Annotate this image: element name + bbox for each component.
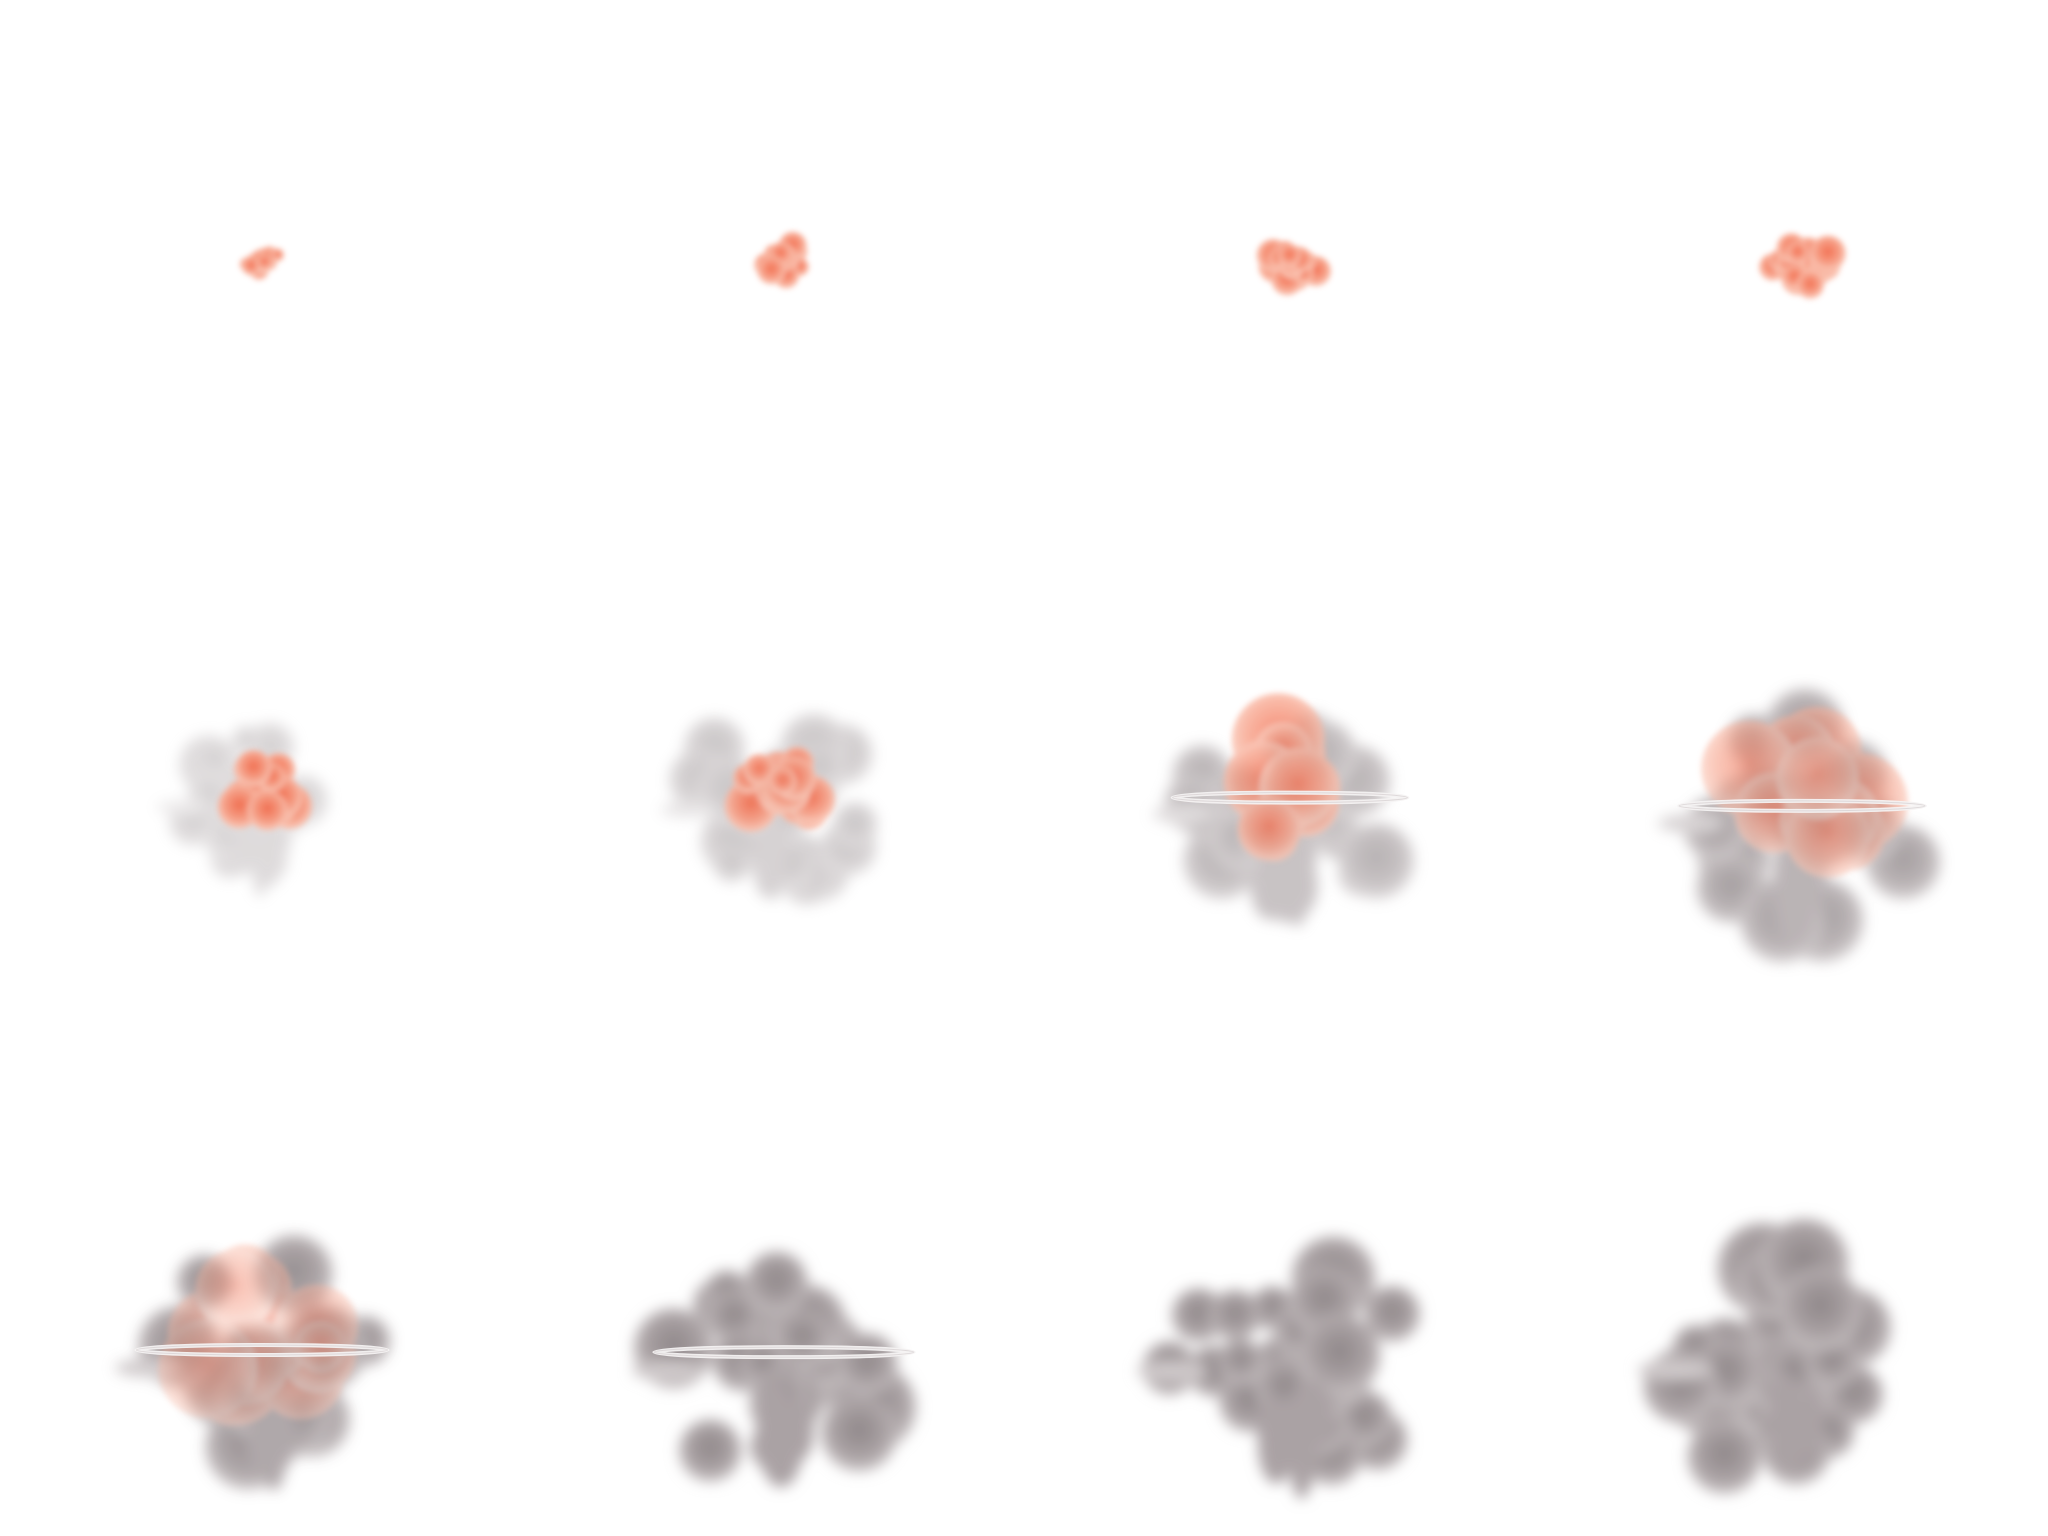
smoke-plume — [1638, 1218, 1892, 1494]
frame-6-canvas — [660, 713, 878, 906]
fireball — [1759, 233, 1846, 299]
smoke-plume — [1136, 1236, 1421, 1499]
frame-12 — [1536, 1024, 2048, 1536]
shockwave-ring-edge — [135, 1344, 389, 1356]
frame-1 — [0, 10, 512, 522]
fireball — [754, 231, 809, 289]
frame-12-canvas — [1638, 1218, 1892, 1494]
frame-7 — [1024, 520, 1536, 1032]
frame-8-canvas — [1658, 689, 1941, 963]
frame-2-canvas — [754, 231, 809, 289]
frame-3-canvas — [1256, 239, 1331, 296]
fireball — [1256, 239, 1331, 296]
fireball — [724, 746, 835, 832]
frame-2 — [512, 10, 1024, 522]
fireball — [239, 246, 284, 280]
frame-8 — [1536, 520, 2048, 1032]
frame-5-canvas — [156, 722, 329, 897]
fireball — [1701, 706, 1908, 878]
frame-10 — [512, 1024, 1024, 1536]
shockwave-ring-edge — [1172, 792, 1408, 804]
frame-10-canvas — [632, 1251, 917, 1488]
shockwave-ring-edge — [653, 1346, 915, 1358]
smoke-plume — [632, 1251, 917, 1488]
frame-3 — [1024, 10, 1536, 522]
frame-4 — [1536, 10, 2048, 522]
frame-9-canvas — [114, 1235, 391, 1491]
frame-5 — [0, 520, 512, 1032]
frame-7-canvas — [1152, 693, 1415, 927]
frame-6 — [512, 520, 1024, 1032]
frame-1-canvas — [239, 246, 284, 280]
frame-11 — [1024, 1024, 1536, 1536]
frame-11-canvas — [1136, 1236, 1421, 1499]
fireball — [217, 750, 312, 831]
frame-4-canvas — [1759, 233, 1846, 299]
shockwave-ring-edge — [1678, 800, 1926, 812]
frame-9 — [0, 1024, 512, 1536]
